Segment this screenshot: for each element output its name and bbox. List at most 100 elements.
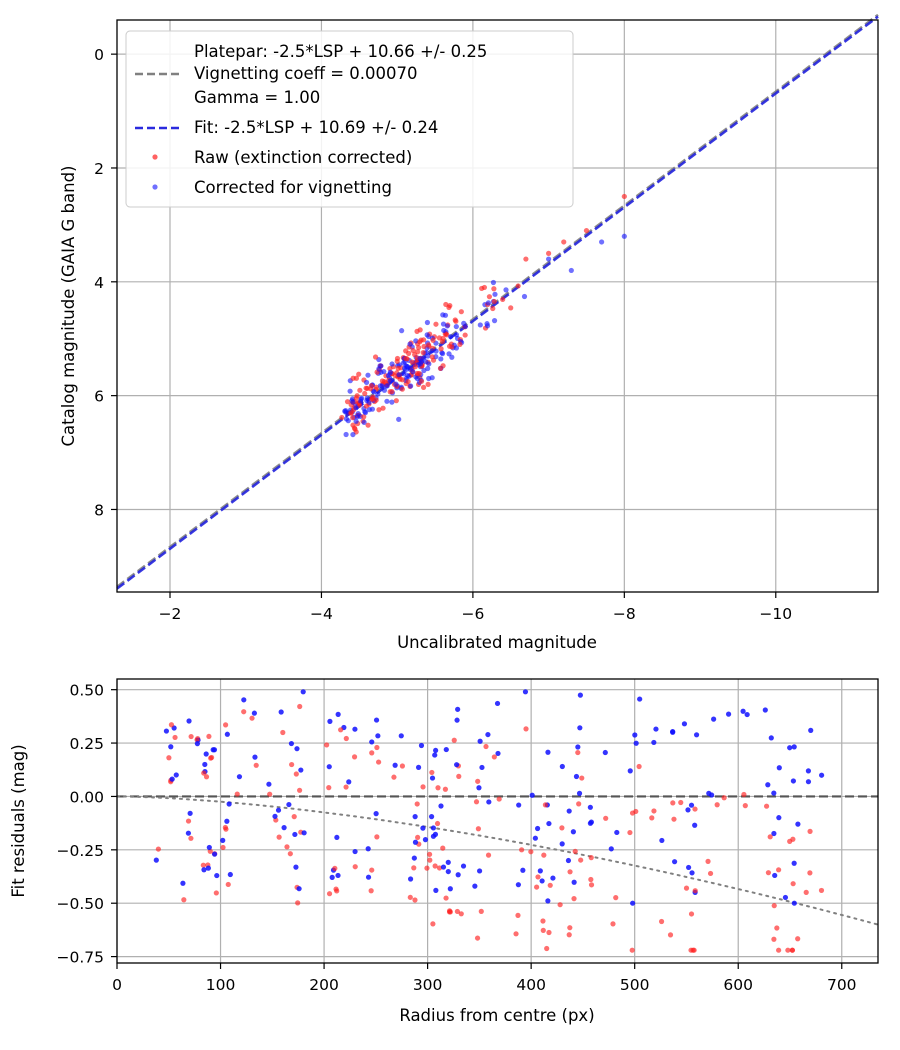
corrected-point bbox=[343, 431, 349, 438]
corrected-residual-point bbox=[169, 776, 175, 782]
corrected-point bbox=[429, 348, 435, 354]
corrected-residual-point bbox=[329, 874, 335, 880]
bottom-points bbox=[153, 689, 825, 953]
corrected-point bbox=[621, 233, 627, 239]
raw-residual-point bbox=[440, 845, 446, 851]
corrected-residual-point bbox=[445, 868, 451, 875]
bottom-plot-area bbox=[117, 679, 878, 963]
corrected-residual-point bbox=[559, 763, 565, 770]
raw-residual-point bbox=[714, 802, 720, 808]
raw-residual-point bbox=[338, 727, 344, 733]
raw-residual-point bbox=[658, 918, 665, 925]
corrected-residual-point bbox=[412, 839, 419, 845]
corrected-residual-point bbox=[443, 746, 449, 753]
raw-point bbox=[429, 354, 435, 360]
corrected-residual-point bbox=[659, 837, 665, 844]
raw-residual-point bbox=[671, 816, 677, 822]
top-x-ticks: −2 −4 −6 −8 −10 bbox=[159, 592, 792, 623]
raw-point bbox=[425, 381, 431, 387]
corrected-residual-point bbox=[577, 692, 583, 698]
corrected-residual-point bbox=[180, 880, 186, 886]
raw-point bbox=[438, 346, 444, 352]
corrected-point bbox=[366, 407, 372, 413]
corrected-point bbox=[444, 323, 450, 329]
corrected-point bbox=[429, 375, 435, 381]
raw-residual-point bbox=[414, 801, 420, 807]
raw-point bbox=[372, 354, 379, 360]
corrected-residual-point bbox=[428, 814, 435, 820]
raw-residual-point bbox=[220, 844, 226, 851]
raw-residual-point bbox=[253, 762, 259, 768]
raw-residual-point bbox=[223, 722, 229, 728]
raw-point bbox=[440, 335, 446, 342]
corrected-residual-point bbox=[211, 747, 218, 753]
raw-point bbox=[368, 383, 375, 389]
corrected-point bbox=[546, 256, 552, 262]
raw-point bbox=[353, 395, 359, 401]
raw-point bbox=[350, 415, 356, 421]
raw-point bbox=[376, 407, 382, 413]
top-y-tick-label: 0 bbox=[94, 46, 104, 64]
raw-point bbox=[409, 359, 415, 365]
corrected-residual-point bbox=[275, 807, 282, 813]
corrected-residual-point bbox=[420, 825, 426, 831]
raw-residual-point bbox=[807, 870, 813, 876]
corrected-point bbox=[389, 399, 395, 405]
bottom-y-tick-label: 0.50 bbox=[69, 682, 104, 700]
corrected-point bbox=[355, 411, 361, 417]
raw-residual-point bbox=[412, 897, 418, 903]
corrected-residual-point bbox=[791, 860, 797, 866]
raw-residual-point bbox=[610, 921, 616, 927]
corrected-point bbox=[384, 383, 390, 389]
raw-point bbox=[348, 410, 354, 416]
corrected-point bbox=[361, 419, 367, 425]
raw-residual-point bbox=[688, 947, 694, 953]
corrected-point bbox=[417, 361, 424, 367]
legend: Platepar: -2.5*LSP + 10.66 +/- 0.25 Vign… bbox=[125, 30, 574, 208]
corrected-residual-point bbox=[787, 745, 793, 751]
raw-residual-point bbox=[771, 903, 777, 909]
corrected-residual-point bbox=[327, 718, 333, 724]
corrected-residual-point bbox=[455, 706, 461, 712]
raw-residual-point bbox=[818, 887, 825, 894]
corrected-residual-point bbox=[227, 871, 233, 878]
raw-residual-point bbox=[588, 855, 594, 861]
bottom-y-tick-label: −0.75 bbox=[57, 949, 105, 967]
top-y-tick-label: 4 bbox=[94, 274, 104, 292]
raw-point bbox=[418, 378, 425, 384]
raw-residual-point bbox=[559, 825, 565, 831]
raw-residual-point bbox=[456, 773, 462, 779]
corrected-residual-point bbox=[805, 779, 812, 785]
corrected-residual-point bbox=[365, 874, 372, 880]
raw-residual-point bbox=[588, 882, 595, 888]
corrected-residual-point bbox=[575, 744, 581, 750]
raw-point bbox=[363, 385, 369, 391]
raw-point bbox=[433, 321, 439, 327]
corrected-residual-point bbox=[772, 872, 778, 879]
legend-entry-vignetting: Vignetting coeff = 0.00070 bbox=[194, 64, 418, 83]
corrected-residual-point bbox=[288, 740, 295, 747]
raw-point bbox=[389, 389, 395, 395]
top-scatter-panel: −2 −4 −6 −8 −10 0 2 4 6 8 Uncalibrated magnitude… bbox=[59, 13, 879, 652]
corrected-point bbox=[404, 372, 411, 379]
raw-point bbox=[417, 327, 423, 333]
raw-point bbox=[339, 414, 345, 421]
raw-residual-point bbox=[391, 774, 397, 780]
corrected-residual-point bbox=[194, 741, 201, 747]
corrected-residual-point bbox=[791, 744, 797, 750]
raw-residual-point bbox=[519, 847, 525, 853]
raw-point bbox=[443, 301, 449, 308]
raw-point bbox=[490, 305, 496, 312]
corrected-point bbox=[448, 334, 454, 340]
corrected-residual-point bbox=[415, 764, 422, 770]
corrected-point bbox=[384, 398, 390, 404]
bottom-y-tick-label: 0.00 bbox=[69, 788, 104, 806]
corrected-residual-point bbox=[412, 814, 418, 820]
corrected-residual-point bbox=[689, 870, 695, 876]
corrected-point bbox=[376, 366, 382, 372]
corrected-residual-point bbox=[740, 708, 746, 714]
raw-residual-point bbox=[234, 791, 240, 797]
raw-residual-point bbox=[649, 815, 655, 821]
corrected-point bbox=[362, 410, 369, 416]
corrected-residual-point bbox=[202, 761, 208, 768]
